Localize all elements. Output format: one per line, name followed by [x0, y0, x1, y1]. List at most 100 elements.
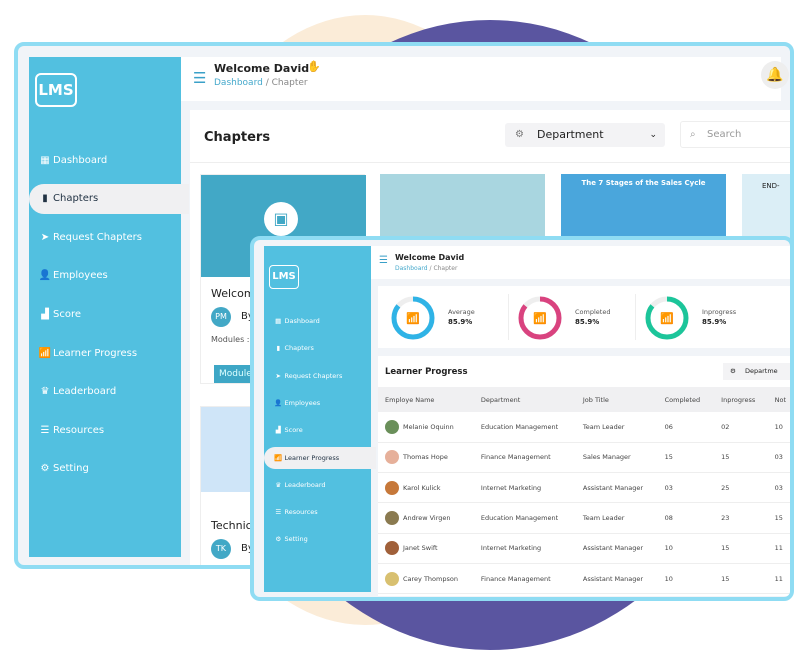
sidebar-item-setting[interactable]: ⚙ Setting	[264, 528, 376, 550]
table-row[interactable]: Melanie Oquinn Education Management Team L…	[378, 412, 790, 443]
send-icon: ➤	[40, 231, 50, 243]
image-icon: ▣	[264, 202, 298, 236]
grid-icon: ▦	[40, 154, 50, 166]
divider	[508, 294, 509, 340]
thumbnail-text: The 7 Stages of the Sales Cycle	[581, 179, 706, 187]
column-header: Inprogress	[721, 395, 756, 404]
page-title: Chapters	[204, 130, 271, 145]
sidebar-item-score[interactable]: ▟ Score	[29, 299, 189, 329]
sidebar-item-chapters[interactable]: ▮ Chapters	[264, 337, 376, 359]
stat-label: Inprogress	[702, 308, 737, 316]
sidebar-item-resources[interactable]: ☰ Resources	[29, 415, 189, 445]
sidebar-item-leaderboard[interactable]: ♛ Leaderboard	[264, 474, 376, 496]
progress-chart-icon: 📶	[274, 453, 283, 462]
notification-bell-icon[interactable]: 🔔	[761, 61, 789, 89]
card-author: By	[241, 543, 254, 554]
crown-icon: ♛	[40, 386, 50, 398]
stat-label: Completed	[575, 308, 611, 316]
avatar	[385, 541, 399, 556]
column-header: Completed	[664, 395, 701, 404]
stat-value: 85.9%	[702, 318, 727, 326]
sidebar-item-leaderboard[interactable]: ♛ Leaderboard	[29, 377, 189, 407]
menu-icon[interactable]: ☰	[193, 69, 207, 87]
bar-chart-icon: ▟	[275, 426, 281, 435]
avatar	[385, 419, 399, 434]
sidebar-item-chapters[interactable]: ▮ Chapters	[29, 183, 189, 214]
table-row[interactable]: Andrew Virgen Education Management Team Le…	[378, 503, 790, 534]
table-cell: 03	[774, 453, 783, 462]
table-cell: Andrew Virgen	[378, 503, 474, 533]
sidebar-item-dashboard[interactable]: ▦ Dashboard	[29, 145, 189, 175]
sidebar-item-label: Leaderboard	[53, 386, 117, 398]
avatar: TK	[211, 539, 231, 559]
breadcrumb-sep: /	[265, 78, 269, 88]
table-cell: 15	[721, 574, 730, 583]
table-row[interactable]: Thomas Hope Finance Management Sales Manag…	[378, 442, 790, 473]
gear-icon: ⚙	[40, 463, 50, 475]
employee-name: Karol Kulick	[403, 483, 441, 492]
sidebar-item-label: Dashboard	[53, 154, 108, 166]
sidebar-item-employees[interactable]: 👤 Employees	[264, 392, 376, 414]
learner-progress-window: LMS ▦ Dashboard ▮ Chapters ➤ Request Chapters…	[250, 236, 794, 601]
sidebar-item-setting[interactable]: ⚙ Setting	[29, 454, 189, 484]
breadcrumb-current: Chapter	[271, 78, 308, 88]
sidebar-item-label: Learner Progress	[53, 347, 138, 359]
crown-icon: ♛	[275, 480, 282, 489]
grid-icon: ▦	[275, 317, 282, 325]
sidebar-item-label: Setting	[53, 463, 89, 475]
card-author: By	[241, 311, 254, 322]
table-cell: Finance Management	[480, 574, 551, 583]
filter-label: Department	[537, 128, 604, 141]
sidebar-item-dashboard[interactable]: ▦ Dashboard	[264, 310, 376, 332]
sidebar-item-learner-progress[interactable]: 📶 Learner Progress	[29, 338, 189, 368]
sidebar-item-learner-progress[interactable]: 📶 Learner Progress	[264, 446, 376, 469]
menu-icon[interactable]: ☰	[379, 255, 388, 266]
column-header: Department	[480, 395, 521, 404]
sidebar-item-label: Request Chapters	[53, 231, 142, 243]
divider	[635, 294, 636, 340]
table-cell: 15	[721, 453, 730, 462]
table-cell: 03	[774, 483, 783, 492]
search-input[interactable]: ⌕ Search	[680, 121, 790, 148]
stat-card: 📶 Completed 85.9%	[515, 293, 635, 343]
header: ☰ Welcome David ✋ Dashboard / Chapter 🔔	[181, 57, 789, 101]
avatar	[385, 511, 399, 526]
table-cell: Education Management	[480, 422, 559, 431]
column-header: Employe Name	[385, 395, 435, 404]
table-row[interactable]: Carey Thompson Finance Management Assistan…	[378, 563, 790, 594]
sidebar-item-employees[interactable]: 👤 Employees	[29, 261, 189, 291]
table-cell: Carey Thompson	[378, 563, 474, 593]
table-cell: Assistant Manager	[582, 574, 644, 583]
thumbnail-text: END-	[762, 182, 780, 190]
sidebar-item-request-chapters[interactable]: ➤ Request Chapters	[29, 222, 189, 252]
department-filter[interactable]: ⚙ Departme	[723, 363, 790, 380]
sidebar-item-resources[interactable]: ☰ Resources	[264, 501, 376, 523]
table-cell: Assistant Manager	[582, 544, 644, 553]
sidebar-item-score[interactable]: ▟ Score	[264, 419, 376, 441]
table-row[interactable]: Karol Kulick Internet Marketing Assistant …	[378, 473, 790, 503]
table-cell: 25	[721, 483, 730, 492]
user-icon: 👤	[274, 398, 283, 407]
table-cell: 08	[664, 514, 673, 523]
wave-icon: ✋	[307, 60, 321, 73]
welcome-text: Welcome David	[395, 253, 465, 262]
progress-ring-fill	[645, 296, 689, 340]
department-filter[interactable]: ⚙ Department ⌄	[505, 123, 665, 147]
table-cell: 10	[664, 544, 673, 553]
database-icon: ☰	[40, 424, 50, 436]
filter-label: Departme	[745, 367, 778, 375]
table-cell: Internet Marketing	[480, 483, 542, 492]
table-row[interactable]: Janet Swift Internet Marketing Assistant M…	[378, 533, 790, 564]
employee-name: Thomas Hope	[403, 453, 448, 462]
table-cell: Internet Marketing	[480, 544, 542, 553]
bar-chart-icon: ▟	[41, 308, 49, 320]
employee-name: Carey Thompson	[403, 574, 458, 583]
sidebar-item-request-chapters[interactable]: ➤ Request Chapters	[264, 365, 376, 387]
breadcrumb-dashboard[interactable]: Dashboard	[214, 78, 263, 88]
sidebar-item-label: Resources	[284, 508, 318, 517]
breadcrumb-dashboard[interactable]: Dashboard	[395, 265, 428, 272]
sidebar-item-label: Chapters	[53, 193, 99, 205]
learner-table: Employe Name Department Job Title Completed…	[378, 387, 790, 594]
avatar	[385, 480, 399, 495]
database-icon: ☰	[275, 508, 282, 517]
